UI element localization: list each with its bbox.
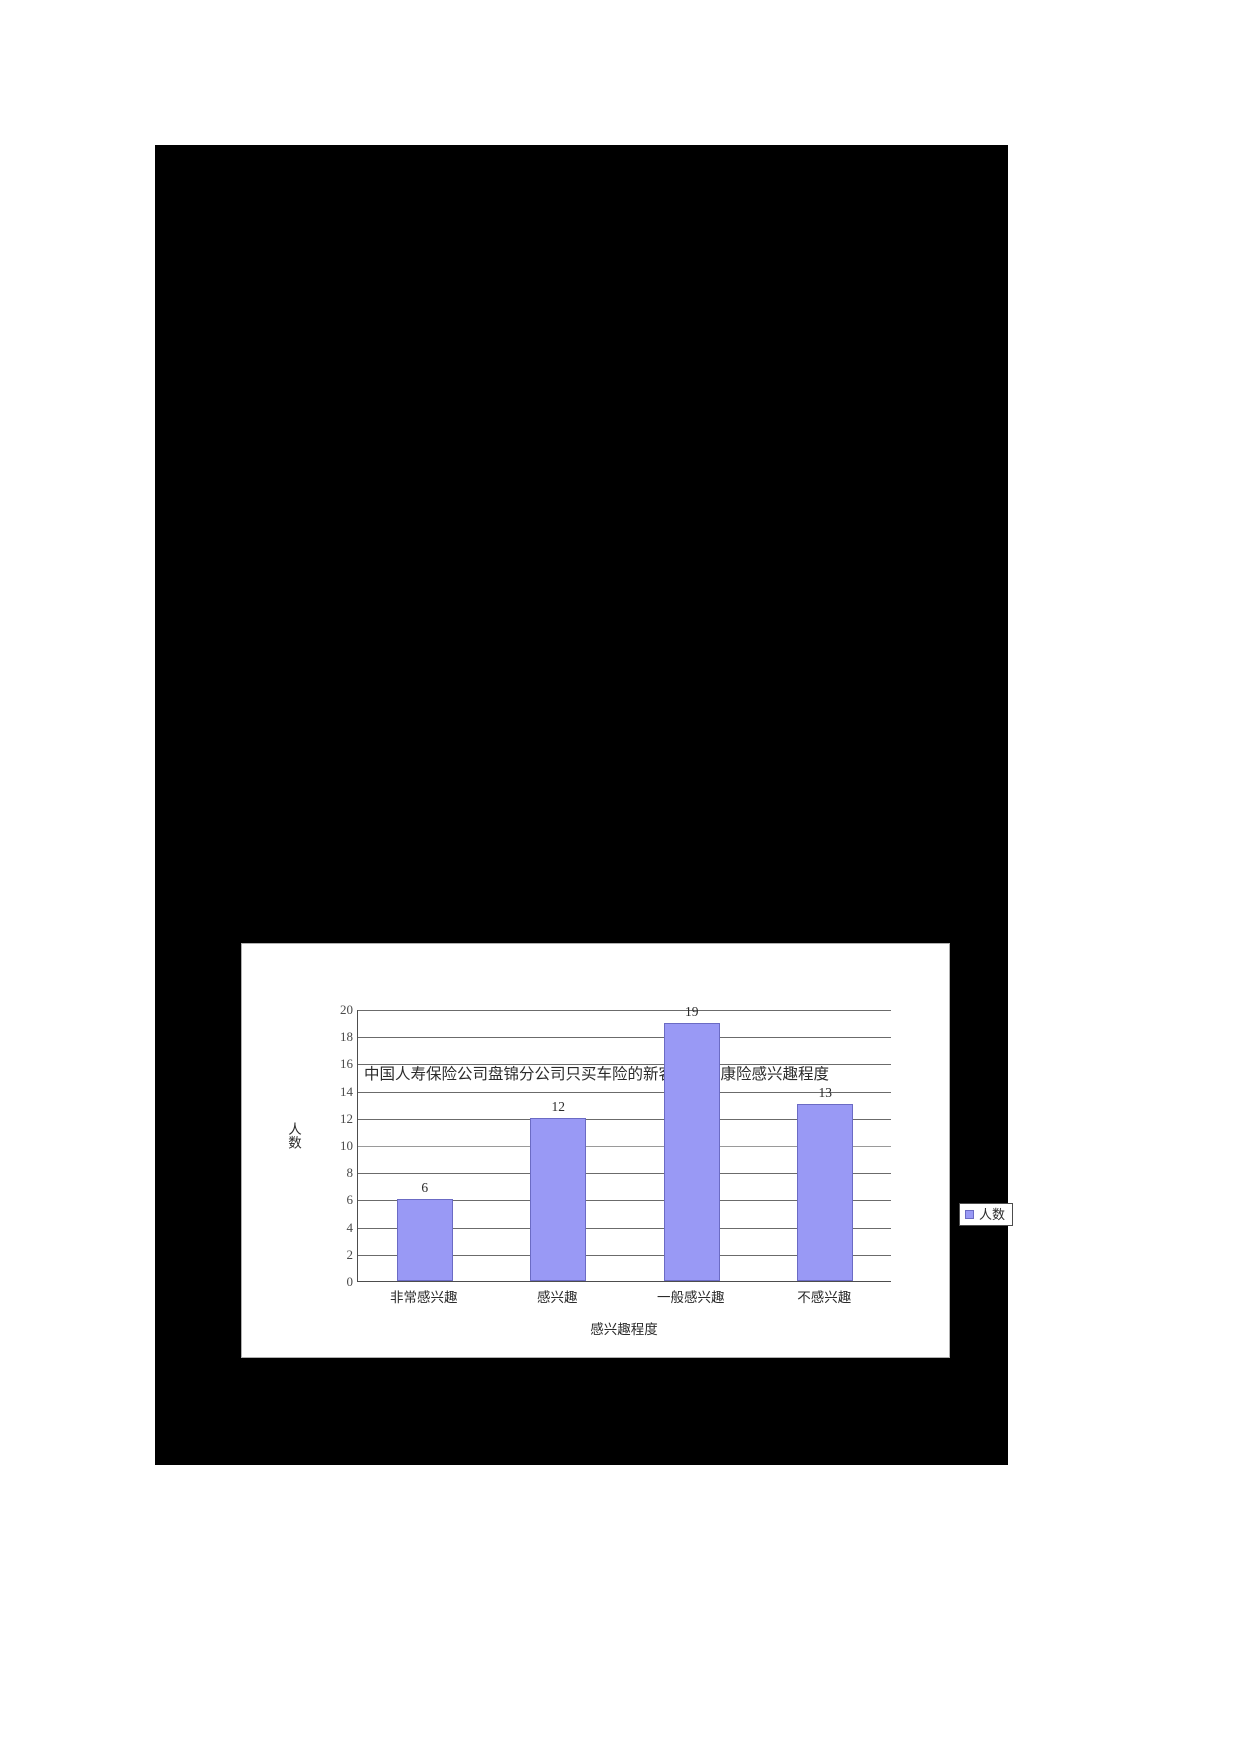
y-tick-label: 8 [346,1165,354,1181]
plot-wrapper: 人数 20 18 16 14 12 10 8 6 4 2 0 6 12 19 13 非常感兴趣 感兴趣 一般感… [286,1002,1014,1337]
gridline [358,1146,891,1147]
x-tick-label: 感兴趣 [537,1290,578,1305]
x-axis-title: 感兴趣程度 [590,1322,658,1337]
gridline [358,1200,891,1202]
y-tick-label: 20 [340,1002,353,1017]
y-tick-label: 10 [340,1138,353,1153]
legend-swatch-icon [965,1210,974,1219]
chart-card: 中国人寿保险公司盘锦分公司只买车险的新客户对健康险感兴趣程度 人数 20 18 16… [241,943,1014,1358]
gridline [358,1037,891,1039]
y-axis-title: 人数 [286,1122,301,1149]
bar-value-label: 13 [818,1085,833,1101]
x-tick-label: 一般感兴趣 [657,1290,725,1305]
bar-value-label: 12 [551,1098,566,1114]
y-tick-label: 2 [346,1246,354,1262]
plot-area: 6 12 19 13 [357,1004,891,1282]
bar-value-label: 6 [421,1180,429,1196]
chart-legend: 人数 [959,1203,1014,1226]
gridline [358,1173,891,1175]
y-axis-tick-labels: 20 18 16 14 12 10 8 6 4 2 0 [311,1002,354,1289]
x-axis-tick-labels: 非常感兴趣 感兴趣 一般感兴趣 不感兴趣 [357,1286,891,1312]
gridline [358,1227,891,1229]
bar [396,1199,453,1281]
bar [663,1022,720,1281]
bar-value-label: 19 [685,1003,699,1019]
gridline [358,1091,891,1093]
bar [530,1117,587,1281]
y-tick-label: 6 [346,1192,354,1208]
x-tick-label: 非常感兴趣 [390,1290,458,1305]
y-tick-label: 18 [340,1029,353,1045]
legend-label: 人数 [979,1207,1006,1222]
y-tick-label: 12 [340,1110,353,1126]
gridline [358,1010,891,1011]
y-tick-label: 4 [346,1219,354,1235]
y-tick-label: 0 [346,1274,354,1289]
gridline [358,1254,891,1256]
gridline [358,1118,891,1120]
y-tick-label: 14 [340,1083,353,1099]
x-tick-label: 不感兴趣 [797,1290,852,1305]
gridline [358,1064,891,1066]
bar [797,1104,854,1281]
y-tick-label: 16 [340,1056,353,1072]
